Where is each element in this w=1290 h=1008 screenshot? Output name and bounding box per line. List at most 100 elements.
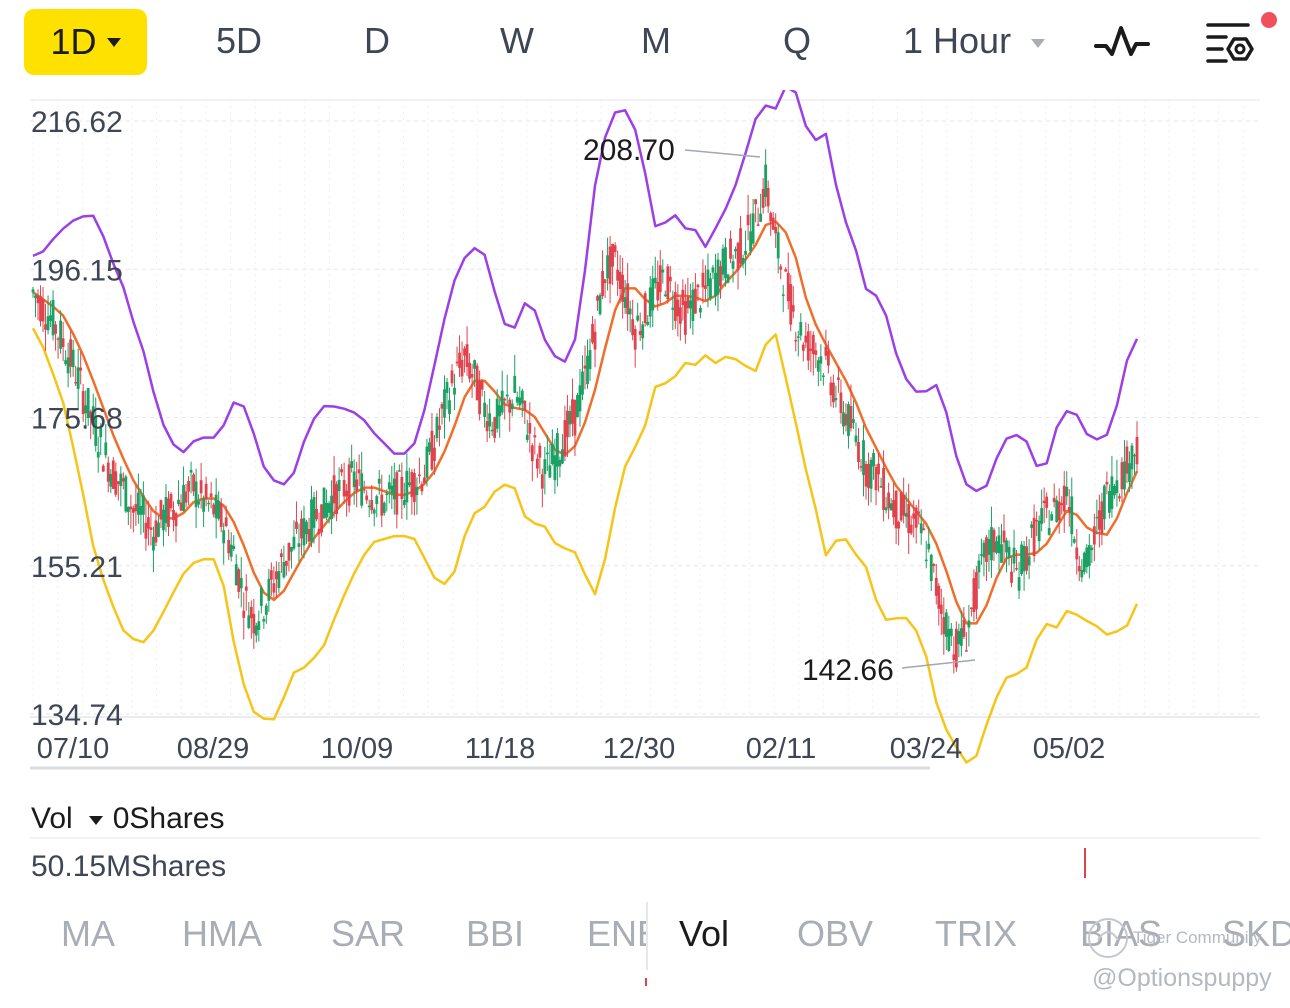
candle-down [280, 553, 283, 558]
candle-down [1135, 436, 1139, 465]
candle-up [177, 499, 180, 504]
candle-up [959, 628, 963, 646]
indicator-ene[interactable]: ENE [587, 913, 646, 954]
candle-down [882, 467, 885, 510]
candle-down [1067, 507, 1071, 512]
candle-down [219, 503, 223, 527]
candle-down [237, 569, 241, 592]
candle-down [892, 499, 896, 518]
candle-up [310, 499, 313, 542]
candle-up [71, 349, 75, 368]
candle-up [1072, 539, 1076, 543]
indicator-trix[interactable]: TRIX [935, 913, 1018, 954]
candle-up [1065, 486, 1069, 497]
date-axis-label: 08/29 [177, 733, 250, 765]
indicator-bias[interactable]: BIAS [1080, 913, 1163, 954]
candle-up [1102, 485, 1106, 520]
candle-down [719, 266, 722, 287]
candle-down [939, 604, 943, 614]
candle-down [450, 370, 454, 384]
candle-down [159, 500, 163, 520]
tab-1d[interactable]: 1D [24, 9, 147, 75]
candle-down [867, 463, 870, 488]
indicator-sar[interactable]: SAR [331, 913, 406, 954]
tab-day[interactable]: D [364, 20, 390, 61]
price-axis-label: 134.74 [31, 699, 123, 732]
chevron-down-icon [88, 815, 103, 825]
indicator-ma[interactable]: MA [61, 913, 115, 954]
tab-5d[interactable]: 5D [215, 20, 263, 61]
candle-up [66, 357, 70, 374]
candle-up [1085, 547, 1089, 568]
indicator-vol[interactable]: Vol [679, 913, 730, 954]
candle-down [583, 365, 587, 369]
candle-down [746, 214, 750, 226]
candle-down [54, 324, 57, 334]
candle-up [247, 615, 251, 628]
candle-down [106, 462, 110, 482]
candle-down [144, 522, 148, 539]
line-chart-icon[interactable] [1094, 22, 1150, 64]
candle-up [352, 471, 356, 488]
candle-up [711, 267, 715, 273]
indicator-skdj[interactable]: SKDJ [1222, 913, 1290, 954]
candle-up [706, 269, 710, 287]
candle-up [520, 390, 524, 404]
chart-settings-icon[interactable] [1204, 20, 1256, 66]
candle-down [116, 481, 120, 485]
price-axis-label: 216.62 [31, 106, 123, 139]
chevron-down-icon [106, 37, 121, 47]
candle-up [375, 496, 379, 505]
candle-down [438, 425, 441, 430]
candle-up [267, 578, 271, 601]
candle-up [1005, 540, 1008, 553]
candle-down [61, 338, 65, 348]
candle-down [204, 483, 208, 500]
candle-up [987, 539, 991, 555]
candle-down [686, 297, 690, 309]
candle-down [809, 348, 813, 351]
candle-up [834, 398, 838, 401]
candle-down [849, 405, 853, 429]
candle-down [538, 445, 542, 458]
interval-dropdown[interactable]: 1 Hour [903, 20, 1046, 62]
indicator-obv[interactable]: OBV [797, 913, 874, 954]
candle-up [217, 500, 221, 519]
candle-up [425, 446, 429, 478]
candle-up [558, 459, 562, 467]
indicator-bbi[interactable]: BBI [466, 913, 525, 954]
candle-up [1128, 463, 1131, 482]
candle-up [290, 547, 293, 552]
candle-down [754, 199, 758, 205]
candle-down [839, 392, 843, 413]
candle-up [821, 375, 825, 377]
tab-quarter[interactable]: Q [782, 20, 812, 61]
candle-down [269, 570, 273, 580]
candle-up [76, 367, 80, 389]
indicator-hma[interactable]: HMA [182, 913, 262, 954]
candle-up [623, 297, 627, 308]
date-axis-label: 10/09 [321, 733, 394, 765]
volume-header[interactable]: Vol 0Shares [31, 802, 224, 836]
price-axis-label: 175.68 [31, 403, 123, 436]
candle-down [601, 270, 604, 296]
candle-down [154, 520, 158, 543]
candle-up [1020, 544, 1023, 574]
candle-up [382, 502, 386, 514]
tab-month[interactable]: M [641, 20, 671, 61]
candle-down [1057, 501, 1061, 521]
candle-down [400, 476, 404, 500]
tab-week[interactable]: W [500, 20, 534, 61]
date-axis-label: 07/10 [37, 733, 110, 765]
candle-down [643, 293, 647, 324]
candle-down [1125, 446, 1129, 474]
candle-down [131, 508, 135, 513]
candle-up [548, 465, 552, 478]
candle-down [704, 285, 707, 289]
candles-layer [31, 149, 1139, 674]
candle-down [410, 472, 414, 497]
candle-up [691, 289, 695, 322]
candle-up [749, 231, 752, 252]
candle-up [944, 612, 948, 637]
